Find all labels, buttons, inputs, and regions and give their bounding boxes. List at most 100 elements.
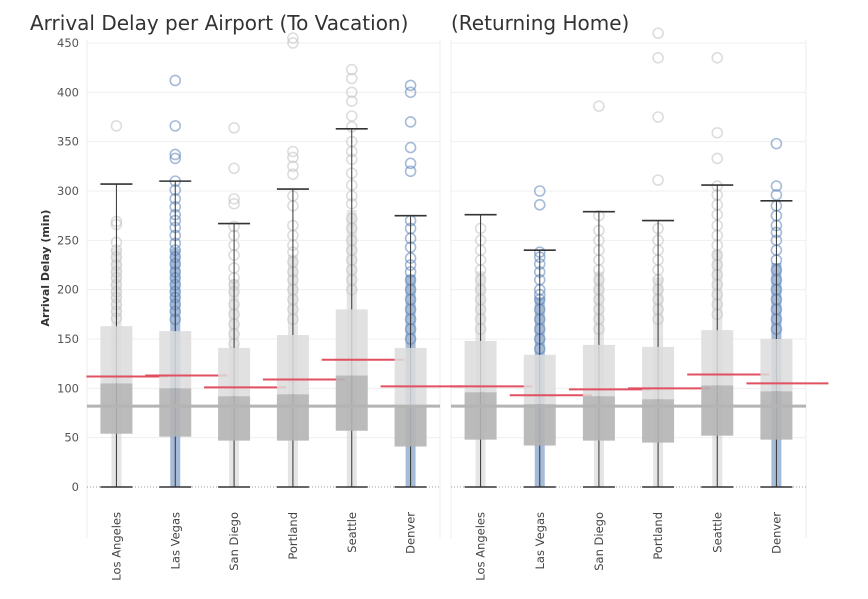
box-group [450, 213, 533, 488]
outlier-point [169, 152, 182, 165]
outlier-point [228, 122, 240, 134]
box-group [568, 100, 651, 488]
y-tick-label: 300 [57, 184, 79, 198]
x-tick-label: Los Angeles [109, 512, 123, 581]
outlier-point [711, 152, 724, 165]
box-group [262, 32, 345, 488]
outlier-point [287, 32, 299, 44]
box-lower [100, 383, 133, 434]
x-tick-label: Seattle [345, 512, 359, 553]
box-upper [100, 326, 133, 384]
x-tick-label: Portland [651, 512, 665, 560]
x-tick-label: Denver [404, 512, 418, 554]
box-lower [276, 394, 309, 441]
x-tick-label: Denver [769, 512, 783, 554]
box-lower [464, 392, 497, 440]
box-upper [701, 330, 734, 386]
y-tick-label: 250 [57, 233, 79, 247]
y-axis-label: Arrival Delay (min) [39, 210, 52, 327]
outlier-point [110, 120, 123, 132]
box-group [204, 122, 287, 488]
x-tick-label: Seattle [710, 512, 724, 553]
outlier-point [652, 51, 664, 64]
outlier-point [345, 72, 358, 85]
outlier-point [711, 51, 724, 64]
box-upper [276, 335, 309, 395]
plot-panels [86, 27, 829, 488]
box-group [687, 51, 770, 488]
x-tick-label: Portland [286, 512, 300, 560]
outlier-point [404, 79, 417, 92]
outlier-point [770, 137, 783, 150]
outlier-point [652, 27, 664, 39]
panel-title-to-vacation: Arrival Delay per Airport (To Vacation) [30, 11, 408, 35]
box-group [746, 137, 829, 488]
panel-title-returning-home: (Returning Home) [451, 11, 629, 35]
outlier-point [404, 141, 417, 154]
box-group [380, 79, 463, 488]
outlier-point [652, 174, 664, 186]
box-group [509, 185, 592, 488]
outlier-point [287, 168, 299, 181]
outlier-point [770, 189, 783, 201]
x-tick-label: San Diego [227, 512, 241, 571]
gridlines [86, 40, 807, 538]
y-tick-label: 50 [64, 431, 79, 445]
box-group [628, 27, 711, 488]
outlier-point [287, 151, 299, 164]
outlier-point [533, 199, 546, 211]
outlier-point [404, 116, 417, 128]
outlier-point [228, 162, 240, 175]
box-upper [394, 347, 427, 408]
outlier-point [711, 126, 724, 139]
outlier-point [533, 185, 546, 197]
outlier-point [404, 165, 417, 178]
outlier-point [345, 95, 358, 108]
outlier-point [345, 63, 358, 76]
box-group [86, 120, 169, 488]
box-lower [701, 385, 734, 436]
outlier-point [345, 86, 358, 99]
box-upper [464, 340, 497, 393]
outlier-point [404, 86, 417, 99]
outlier-point [287, 37, 299, 49]
x-tick-label: Los Angeles [474, 512, 488, 581]
box-group [321, 63, 404, 488]
y-tick-label: 100 [57, 381, 79, 395]
y-tick-label: 350 [57, 135, 79, 149]
box-upper [218, 347, 251, 397]
outlier-point [169, 74, 182, 87]
box-lower [394, 407, 427, 447]
x-tick-label: San Diego [592, 512, 606, 571]
y-tick-label: 200 [57, 283, 79, 297]
y-tick-label: 0 [72, 480, 79, 494]
y-axis: 0 50 100 150 200 250 300 350 400 450 [57, 36, 79, 494]
box-lower [335, 375, 368, 431]
box-lower [523, 404, 556, 446]
outlier-point [169, 148, 182, 161]
outlier-point [228, 198, 240, 210]
box-upper [582, 344, 615, 397]
box-upper [159, 331, 192, 389]
outlier-point [287, 160, 299, 173]
panel-titles: Arrival Delay per Airport (To Vacation) … [30, 11, 629, 35]
box-upper [335, 309, 368, 376]
outlier-point [345, 110, 358, 122]
y-tick-label: 400 [57, 85, 79, 99]
box-upper [523, 354, 556, 405]
outlier-point [169, 120, 182, 132]
box-group [145, 74, 228, 488]
outlier-point [228, 193, 240, 205]
x-axis: Los Angeles Las Vegas San Diego Portland Sea… [109, 512, 783, 581]
outlier-point [287, 145, 299, 158]
y-tick-label: 450 [57, 36, 79, 50]
box-lower [582, 396, 615, 441]
outlier-point [770, 180, 783, 192]
outlier-point [652, 111, 664, 123]
outlier-point [404, 157, 417, 170]
box-lower [760, 391, 793, 440]
box-lower [159, 388, 192, 437]
box-upper [642, 346, 675, 400]
box-lower [218, 396, 251, 441]
y-tick-label: 150 [57, 332, 79, 346]
